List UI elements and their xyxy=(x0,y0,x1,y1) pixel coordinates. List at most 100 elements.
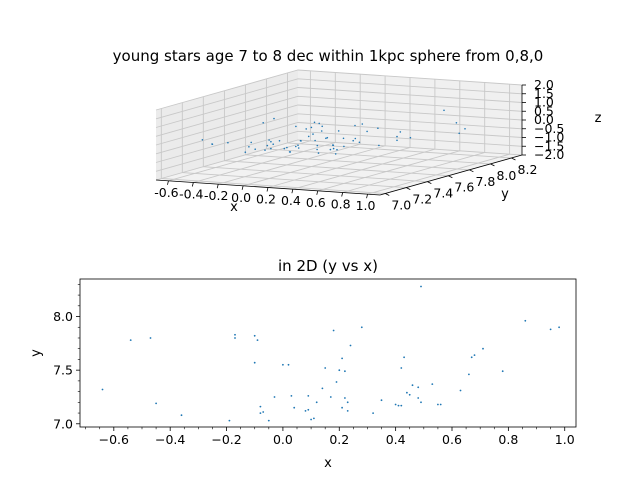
x-tick-label-3d: -0.2 xyxy=(204,188,228,203)
point-3d xyxy=(244,151,247,153)
point-2d xyxy=(473,354,476,356)
z-axis-3d: −2.0−1.5−1.0−0.50.00.51.01.52.0 xyxy=(521,77,564,162)
y-tick-3d xyxy=(490,163,495,167)
point-2d xyxy=(234,337,236,339)
y-tick-3d xyxy=(406,187,411,190)
x-tick-label-3d: 0.6 xyxy=(306,195,326,210)
point-3d xyxy=(297,144,299,147)
point-2d xyxy=(335,381,338,383)
point-2d xyxy=(332,329,335,332)
point-3d xyxy=(316,148,318,151)
point-2d xyxy=(344,370,346,373)
y-tick-label-2d: 7.5 xyxy=(53,363,73,378)
point-3d xyxy=(295,125,297,128)
point-3d xyxy=(283,147,286,150)
grid-line-3d xyxy=(155,104,523,146)
grid-line-3d xyxy=(155,87,523,128)
point-2d xyxy=(321,387,324,390)
x-tick-label-3d: 0.4 xyxy=(281,193,301,208)
point-2d xyxy=(253,361,256,364)
point-2d xyxy=(307,395,310,397)
pane-group-3d xyxy=(155,69,523,195)
point-2d xyxy=(228,419,231,422)
point-2d xyxy=(394,403,397,406)
chart-3d-ylabel: y xyxy=(501,187,509,202)
point-3d xyxy=(325,137,327,140)
point-2d xyxy=(234,333,236,336)
point-3d xyxy=(396,139,398,142)
point-3d xyxy=(288,151,291,153)
x-tick-3d xyxy=(266,187,269,192)
x-tick-label-2d: −0.4 xyxy=(155,432,185,447)
point-3d xyxy=(250,141,252,144)
point-3d xyxy=(320,130,323,132)
point-2d xyxy=(439,403,442,406)
point-3d xyxy=(332,144,335,146)
point-3d xyxy=(318,122,321,125)
point-2d xyxy=(315,401,318,404)
point-3d xyxy=(248,146,250,148)
y-tick-3d xyxy=(448,175,453,179)
y-tick-label-2d: 8.0 xyxy=(53,309,73,324)
point-2d xyxy=(437,403,439,406)
point-2d xyxy=(256,339,259,341)
point-3d xyxy=(295,145,297,148)
y-axis-line-3d xyxy=(379,154,523,196)
x-tick-3d xyxy=(216,184,219,189)
point-3d xyxy=(342,137,345,140)
y-tick-label-3d: 7.8 xyxy=(475,174,495,189)
y-tick-3d xyxy=(427,181,432,185)
x-tick-label-2d: 0.0 xyxy=(273,432,293,447)
y-tick-label-2d: 7.0 xyxy=(53,416,73,431)
point-3d xyxy=(332,147,335,150)
point-2d xyxy=(282,363,284,366)
point-2d xyxy=(180,414,183,417)
chart-3d: young stars age 7 to 8 dec within 1kpc s… xyxy=(113,47,602,215)
point-2d xyxy=(380,399,383,402)
point-3d xyxy=(300,140,302,142)
chart-2d-xlabel: x xyxy=(324,456,332,471)
point-3d xyxy=(458,132,461,135)
point-3d xyxy=(336,148,338,151)
point-2d xyxy=(307,408,310,411)
point-2d xyxy=(129,339,132,341)
point-2d xyxy=(468,373,470,376)
point-3d xyxy=(254,148,256,150)
x-tick-3d xyxy=(366,194,368,199)
point-2d xyxy=(313,417,315,420)
point-2d xyxy=(459,389,462,392)
point-2d xyxy=(262,411,265,413)
x-tick-label-2d: 0.6 xyxy=(442,432,462,447)
x-axis-3d: -0.6 -0.4 -0.2 0.0 0.2 0.4 0.6 0.8 1.0 xyxy=(154,179,381,213)
point-2d xyxy=(346,410,349,412)
y-tick-label-3d: 8.2 xyxy=(518,162,538,177)
point-2d xyxy=(101,388,104,391)
point-2d xyxy=(338,369,341,372)
y-tick-label-3d: 7.0 xyxy=(391,198,411,213)
point-2d xyxy=(360,326,363,329)
z-tick-label-3d: 1.0 xyxy=(534,95,554,110)
z-tick-label-3d: −2.0 xyxy=(534,147,564,162)
point-3d xyxy=(312,133,314,135)
point-2d xyxy=(287,363,290,366)
point-2d xyxy=(293,406,296,409)
point-2d xyxy=(524,319,527,322)
point-2d xyxy=(259,412,262,414)
point-2d xyxy=(400,367,403,369)
point-3d xyxy=(354,137,357,140)
point-3d xyxy=(310,126,313,129)
point-2d xyxy=(341,357,343,360)
x-tick-3d xyxy=(341,192,344,197)
z-tick-label-3d: 0.0 xyxy=(534,112,554,127)
z-tick-label-3d: −1.5 xyxy=(534,138,564,153)
grid-line-3d xyxy=(155,122,523,163)
point-3d xyxy=(337,130,340,132)
point-2d xyxy=(253,334,256,337)
x-tick-label-2d: 0.4 xyxy=(386,432,406,447)
z-tick-label-3d: −1.0 xyxy=(534,130,564,145)
y-tick-label-3d: 8.0 xyxy=(496,168,516,183)
point-3d xyxy=(366,130,368,133)
point-3d xyxy=(354,124,356,127)
point-3d xyxy=(329,148,332,151)
point-3d xyxy=(270,147,272,150)
